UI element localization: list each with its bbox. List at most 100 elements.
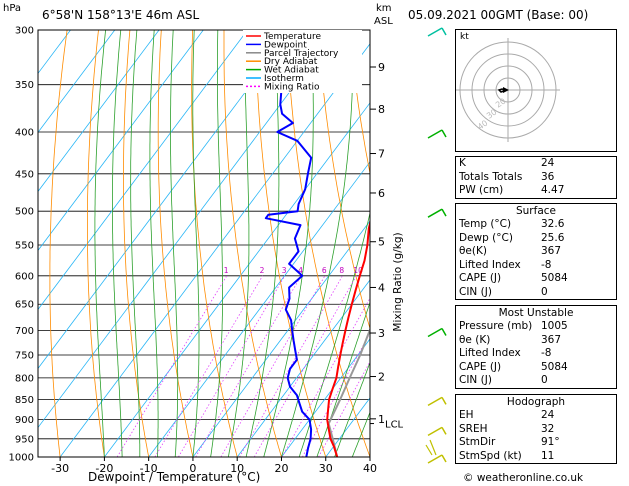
hodograph-stat-row: StmDir 91° xyxy=(456,436,616,450)
most-unstable-value: 367 xyxy=(541,333,562,346)
dry-adiabat xyxy=(157,30,194,457)
hodograph-stat-label: EH xyxy=(459,409,474,421)
mixing-ratio-line xyxy=(253,275,357,457)
wind-barb xyxy=(427,208,443,218)
pressure-tick-label: 300 xyxy=(15,26,34,37)
mixing-ratio-label: 15 xyxy=(379,266,389,275)
wind-barb-flag xyxy=(441,27,447,36)
wind-barb-surface xyxy=(425,439,437,456)
km-tick-label: 4 xyxy=(378,281,385,294)
most-unstable-row: Pressure (mb) 1005 xyxy=(456,320,616,334)
wind-barb xyxy=(427,327,443,338)
dry-adiabat xyxy=(122,30,150,457)
dry-adiabat xyxy=(349,30,370,176)
index-value: 4.47 xyxy=(541,184,565,196)
surface-value: 25.6 xyxy=(541,231,565,244)
legend-label: Mixing Ratio xyxy=(264,82,320,92)
dry-adiabat xyxy=(87,30,105,457)
wet-adiabat xyxy=(170,30,179,457)
header-datetime: 05.09.2021 00GMT (Base: 00) xyxy=(408,8,589,22)
mixing-ratio-label: 1 xyxy=(224,266,229,275)
surface-label: Temp (°C) xyxy=(459,218,512,230)
mixing-ratio-label: 8 xyxy=(339,266,344,275)
dry-adiabat xyxy=(223,30,282,457)
surface-label: Dewp (°C) xyxy=(459,231,513,244)
mixing-ratio-line xyxy=(154,275,263,457)
x-axis-title: Dewpoint / Temperature (°C) xyxy=(88,470,261,484)
x-tick-label: 0 xyxy=(189,462,196,475)
surface-panel: Surface Temp (°C) 32.6 Dewp (°C) 25.6 θe(K) 3… xyxy=(455,203,617,300)
legend-box xyxy=(243,30,362,93)
wet-adiabat xyxy=(210,30,224,457)
surface-value: 5084 xyxy=(541,272,568,284)
index-row: Totals Totals 36 xyxy=(456,171,616,185)
hodograph-table-panel: Hodograph EH 24 SREH 32 StmDir 91° StmSpd (kt)… xyxy=(455,394,617,464)
wind-barb xyxy=(427,396,443,407)
legend-label: Temperature xyxy=(263,32,321,42)
surface-row: θe(K) 367 xyxy=(456,245,616,259)
isotherm-line xyxy=(281,338,370,457)
header-unit-asl: ASL xyxy=(374,16,393,27)
surface-label: θe(K) xyxy=(459,245,487,257)
hodograph-stat-label: SREH xyxy=(459,422,488,435)
mixing-ratio-line xyxy=(178,275,286,457)
pressure-tick-label: 750 xyxy=(15,350,34,361)
most-unstable-panel: Most Unstable Pressure (mb) 1005 θe (K) 367… xyxy=(455,305,617,389)
surface-value: -8 xyxy=(541,258,552,271)
header-unit-km: km xyxy=(376,3,392,14)
isotherm-line xyxy=(38,30,204,252)
mixing-ratio-label: 4 xyxy=(298,266,303,275)
hodograph-stat-label: StmSpd (kt) xyxy=(459,449,522,462)
mixing-ratio-label: 10 xyxy=(353,266,363,275)
x-tick-label: 30 xyxy=(319,462,333,475)
mixing-ratio-line xyxy=(195,275,302,457)
pressure-tick-label: 450 xyxy=(15,169,34,180)
storm-motion-marker xyxy=(503,87,509,93)
hodograph-table-title: Hodograph xyxy=(506,396,566,408)
wind-barb xyxy=(427,27,443,37)
most-unstable-value: 1005 xyxy=(541,320,568,332)
legend-label: Wet Adiabat xyxy=(264,66,319,76)
surface-row: Dewp (°C) 25.6 xyxy=(456,232,616,246)
index-row: PW (cm) 4.47 xyxy=(456,184,616,198)
mixing-ratio-label: 25 xyxy=(414,266,424,275)
wet-adiabat xyxy=(227,30,250,457)
wet-adiabat xyxy=(149,30,159,457)
most-unstable-row: θe (K) 367 xyxy=(456,334,616,348)
pressure-tick-label: 600 xyxy=(15,271,34,282)
plot-frame xyxy=(37,29,371,458)
wind-barb xyxy=(427,129,443,139)
mixing-ratio-line xyxy=(116,275,228,457)
wet-adiabat xyxy=(263,30,314,457)
hodograph-unit-label: kt xyxy=(460,32,469,42)
x-tick-label: 40 xyxy=(363,462,377,475)
surface-value: 0 xyxy=(541,285,548,298)
most-unstable-label: Pressure (mb) xyxy=(459,320,533,332)
header-location: 6°58'N 158°13'E 46m ASL xyxy=(42,8,200,22)
most-unstable-row: Lifted Index -8 xyxy=(456,347,616,361)
mixing-ratio-label: 6 xyxy=(322,266,327,275)
wind-barb-flag xyxy=(441,328,447,336)
km-tick-label: 7 xyxy=(378,148,385,161)
hodograph-stat-value: 11 xyxy=(541,449,555,462)
wet-adiabat xyxy=(192,30,200,457)
hodograph-plot: 40 30 20 xyxy=(456,38,560,142)
most-unstable-row: CIN (J) 0 xyxy=(456,374,616,388)
wet-adiabat xyxy=(245,30,280,457)
dry-adiabat xyxy=(317,30,370,330)
km-tick-label: 9 xyxy=(378,61,385,74)
surface-label: Lifted Index xyxy=(459,258,521,271)
wet-adiabat xyxy=(316,301,370,457)
wind-barb xyxy=(427,426,443,437)
pressure-tick-label: 950 xyxy=(15,434,34,445)
most-unstable-label: Lifted Index xyxy=(459,347,521,359)
hodograph-stat-label: StmDir xyxy=(459,436,496,448)
isotherm-line xyxy=(38,30,248,311)
legend-label: Dewpoint xyxy=(264,40,307,50)
most-unstable-value: 5084 xyxy=(541,360,568,373)
wet-adiabat xyxy=(94,30,106,457)
hodograph-ring-label: 20 xyxy=(494,96,508,109)
x-tick-label: -10 xyxy=(140,462,158,475)
x-tick-label: 20 xyxy=(274,462,288,475)
index-label: PW (cm) xyxy=(459,184,504,196)
